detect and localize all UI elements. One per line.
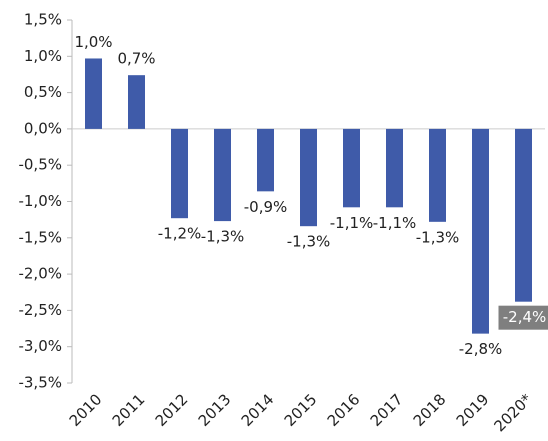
bar [472, 128, 489, 334]
x-tick-label: 2010 [66, 390, 106, 430]
bar [343, 128, 360, 208]
y-tick-label: 0,0% [24, 119, 62, 137]
y-tick-label: 0,5% [24, 83, 62, 101]
y-tick-label: 1,0% [24, 47, 62, 65]
x-tick-label: 2013 [195, 390, 235, 430]
bar [128, 75, 145, 129]
value-label: -1,3% [287, 233, 331, 251]
bar [85, 58, 102, 129]
y-tick-label: -3,5% [18, 374, 62, 392]
value-label: -1,2% [158, 225, 202, 243]
bar [515, 128, 532, 302]
bar [171, 128, 188, 219]
bar [429, 128, 446, 222]
y-tick-label: -3,0% [18, 337, 62, 355]
x-tick-label: 2017 [367, 390, 407, 430]
bar [300, 128, 317, 227]
y-tick-label: -1,5% [18, 228, 62, 246]
value-label: -0,9% [244, 198, 288, 216]
x-tick-label: 2019 [453, 390, 493, 430]
value-label: -1,1% [330, 214, 374, 232]
y-tick-label: -1,0% [18, 192, 62, 210]
label-box [498, 305, 548, 330]
bar [257, 128, 274, 192]
value-label: -1,1% [373, 214, 417, 232]
x-tick-label: 2018 [410, 390, 450, 430]
bar [214, 128, 231, 222]
y-tick-label: 1,5% [24, 11, 62, 29]
y-tick-label: -2,5% [18, 301, 62, 319]
value-label: -2,8% [459, 340, 503, 358]
x-tick-label: 2011 [109, 390, 149, 430]
value-label: 1,0% [74, 33, 112, 51]
value-label: -1,3% [201, 228, 245, 246]
x-tick-label: 2020* [490, 390, 535, 435]
value-label: -2,4% [503, 308, 547, 326]
x-tick-label: 2016 [324, 390, 364, 430]
value-label: -1,3% [416, 228, 460, 246]
x-tick-label: 2014 [238, 390, 278, 430]
x-tick-label: 2015 [281, 390, 321, 430]
x-tick-label: 2012 [152, 390, 192, 430]
y-tick-label: -2,0% [18, 265, 62, 283]
y-tick-label: -0,5% [18, 156, 62, 174]
value-label: 0,7% [117, 50, 155, 68]
bar [386, 128, 403, 208]
